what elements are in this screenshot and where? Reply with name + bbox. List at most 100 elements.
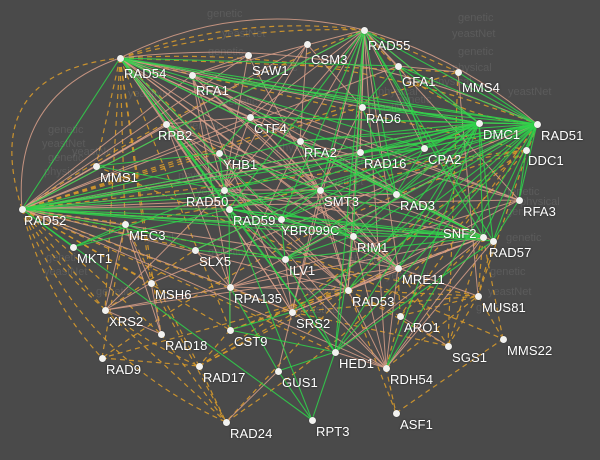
node-mms4[interactable]: [454, 68, 462, 76]
edge-yeastNet[interactable]: [280, 218, 286, 260]
edge-genetic[interactable]: [160, 333, 227, 423]
edge-genetic[interactable]: [119, 57, 162, 335]
node-cpa2[interactable]: [420, 144, 428, 152]
edge-physical[interactable]: [397, 65, 459, 73]
edge-yeastNet[interactable]: [228, 123, 538, 210]
edge-yeastNet[interactable]: [229, 311, 293, 331]
node-rfa2[interactable]: [296, 137, 304, 145]
edge-yeastNet[interactable]: [228, 208, 231, 331]
edge-physical[interactable]: [363, 29, 538, 125]
edge-genetic[interactable]: [347, 289, 479, 297]
edge-genetic[interactable]: [225, 289, 349, 423]
edge-genetic[interactable]: [119, 55, 538, 125]
edge-yeastNet[interactable]: [21, 208, 313, 421]
edge-genetic[interactable]: [363, 29, 538, 125]
edge-yeastNet[interactable]: [191, 74, 538, 125]
node-rad59[interactable]: [225, 205, 233, 213]
node-rpb2[interactable]: [162, 120, 170, 128]
edge-physical[interactable]: [291, 311, 387, 369]
node-rdh54[interactable]: [382, 364, 390, 372]
node-gfa1[interactable]: [394, 62, 402, 70]
edge-yeastNet[interactable]: [352, 29, 365, 237]
edge-yeastNet[interactable]: [363, 29, 484, 238]
edge-genetic[interactable]: [385, 367, 397, 414]
edge-genetic[interactable]: [477, 236, 484, 297]
edge-yeastNet[interactable]: [363, 29, 480, 124]
edge-yeastNet[interactable]: [191, 74, 480, 124]
edge-genetic[interactable]: [11, 57, 121, 210]
node-yhb1[interactable]: [215, 149, 223, 157]
edge-physical[interactable]: [165, 123, 399, 269]
node-rfa3[interactable]: [515, 196, 523, 204]
edge-physical[interactable]: [249, 43, 308, 118]
node-mkt1[interactable]: [69, 243, 77, 251]
edge-yeastNet[interactable]: [284, 235, 354, 260]
edge-physical[interactable]: [191, 74, 225, 191]
edge-physical[interactable]: [385, 240, 494, 369]
edge-yeastNet[interactable]: [194, 189, 321, 251]
edge-yeastNet[interactable]: [363, 29, 397, 195]
edge-physical[interactable]: [104, 309, 162, 335]
edge-yeastNet[interactable]: [385, 122, 480, 369]
edge-yeastNet[interactable]: [21, 122, 480, 210]
edge-genetic[interactable]: [21, 208, 103, 359]
edge-yeastNet[interactable]: [228, 208, 282, 220]
edge-physical[interactable]: [291, 189, 321, 313]
edge-yeastNet[interactable]: [119, 57, 399, 67]
node-saw1[interactable]: [244, 51, 252, 59]
edge-yeastNet[interactable]: [299, 140, 397, 195]
edge-yeastNet[interactable]: [395, 123, 538, 195]
edge-genetic[interactable]: [101, 149, 527, 359]
node-rim1[interactable]: [349, 232, 357, 240]
edge-yeastNet[interactable]: [347, 122, 480, 291]
node-mms22[interactable]: [499, 335, 507, 343]
edge-genetic[interactable]: [119, 25, 365, 59]
node-rad3[interactable]: [392, 190, 400, 198]
node-mms1[interactable]: [92, 162, 100, 170]
node-rad17[interactable]: [195, 362, 203, 370]
edge-yeastNet[interactable]: [72, 189, 225, 248]
node-rad54[interactable]: [116, 54, 124, 62]
edge-genetic[interactable]: [198, 365, 227, 423]
edge-physical[interactable]: [284, 258, 293, 313]
edge-yeastNet[interactable]: [361, 106, 480, 124]
edge-yeastNet[interactable]: [249, 116, 480, 124]
edge-physical[interactable]: [21, 208, 399, 269]
node-csm3[interactable]: [303, 40, 311, 48]
edge-physical[interactable]: [191, 74, 301, 142]
node-ybr099c[interactable]: [277, 215, 285, 223]
edge-physical[interactable]: [334, 351, 387, 369]
edge-yeastNet[interactable]: [21, 29, 365, 210]
edge-physical[interactable]: [124, 223, 162, 335]
node-sgs1[interactable]: [444, 342, 452, 350]
edge-yeastNet[interactable]: [347, 123, 538, 291]
edge-yeastNet[interactable]: [457, 71, 538, 125]
edge-physical[interactable]: [319, 189, 349, 291]
edge-yeastNet[interactable]: [334, 240, 494, 353]
edge-physical[interactable]: [191, 74, 231, 288]
edge-genetic[interactable]: [101, 357, 200, 367]
edge-yeastNet[interactable]: [21, 189, 225, 210]
edge-physical[interactable]: [299, 29, 365, 142]
edge-yeastNet[interactable]: [277, 370, 313, 421]
edge-genetic[interactable]: [21, 71, 459, 210]
edge-physical[interactable]: [21, 116, 251, 210]
node-rad51[interactable]: [533, 120, 541, 128]
node-ilv1[interactable]: [281, 255, 289, 263]
node-aro1[interactable]: [396, 312, 404, 320]
edge-yeastNet[interactable]: [334, 29, 365, 353]
edge-yeastNet[interactable]: [291, 123, 538, 313]
edge-yeastNet[interactable]: [21, 189, 321, 210]
edge-physical[interactable]: [20, 57, 121, 210]
node-rad57[interactable]: [489, 237, 497, 245]
edge-physical[interactable]: [347, 199, 520, 291]
edge-genetic[interactable]: [104, 309, 227, 423]
edge-yeastNet[interactable]: [228, 29, 365, 210]
edge-physical[interactable]: [21, 65, 399, 210]
edge-physical[interactable]: [191, 54, 249, 76]
edge-physical[interactable]: [223, 189, 349, 291]
edge-yeastNet[interactable]: [334, 123, 538, 353]
edge-genetic[interactable]: [119, 28, 365, 59]
edge-yeastNet[interactable]: [229, 329, 336, 353]
edge-genetic[interactable]: [119, 57, 527, 151]
